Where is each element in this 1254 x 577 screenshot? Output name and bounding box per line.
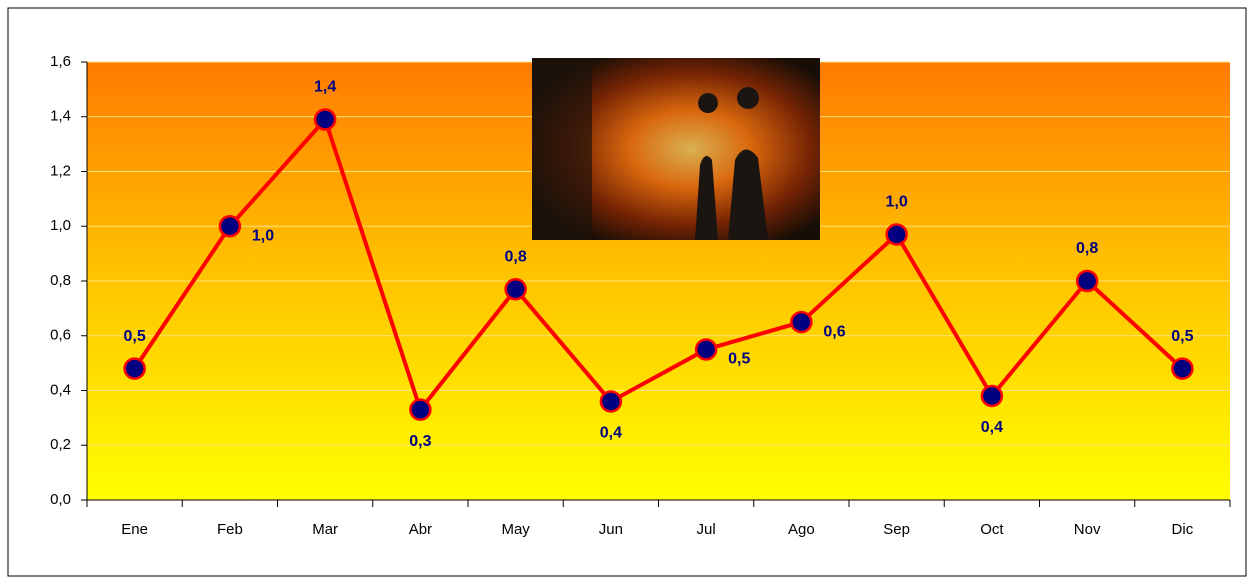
- value-label: 0,3: [409, 433, 431, 450]
- value-label: 1,4: [314, 79, 336, 96]
- y-tick-label: 0,4: [50, 381, 71, 398]
- y-tick-label: 0,0: [50, 491, 71, 508]
- x-tick-label: Dic: [1172, 521, 1194, 538]
- x-tick-label: Ene: [121, 521, 148, 538]
- y-tick-label: 0,8: [50, 272, 71, 289]
- firefighter-photo: [532, 58, 820, 240]
- x-tick-label: Nov: [1074, 521, 1101, 538]
- y-tick-label: 1,2: [50, 162, 71, 179]
- y-tick-label: 0,6: [50, 327, 71, 344]
- marker: [1077, 271, 1097, 291]
- x-tick-label: Sep: [883, 521, 910, 538]
- y-tick-label: 1,6: [50, 53, 71, 70]
- x-tick-label: Jun: [599, 521, 623, 538]
- value-label: 0,8: [1076, 240, 1098, 257]
- value-label: 0,4: [600, 425, 622, 442]
- marker: [125, 359, 145, 379]
- value-label: 1,0: [886, 194, 908, 211]
- chart: 0,0 0,2 0,4 0,6 0,8 1,0 1,2 1,4 1,6 Ene Feb Mar Abr M…: [0, 0, 1254, 577]
- marker: [1172, 359, 1192, 379]
- marker: [601, 391, 621, 411]
- x-tick-label: Abr: [409, 521, 432, 538]
- x-tick-label: Mar: [312, 521, 338, 538]
- marker: [887, 224, 907, 244]
- value-label: 0,5: [124, 328, 146, 345]
- marker: [696, 339, 716, 359]
- value-label: 0,5: [1171, 328, 1193, 345]
- y-tick-label: 0,2: [50, 436, 71, 453]
- value-label: 0,6: [823, 323, 845, 340]
- x-tick-label: Ago: [788, 521, 815, 538]
- x-tick-label: Oct: [980, 521, 1004, 538]
- x-tick-label: Feb: [217, 521, 243, 538]
- marker: [506, 279, 526, 299]
- marker: [791, 312, 811, 332]
- value-label: 1,0: [252, 227, 274, 244]
- x-tick-label: Jul: [697, 521, 716, 538]
- value-label: 0,5: [728, 351, 750, 368]
- y-tick-label: 1,0: [50, 217, 71, 234]
- value-label: 0,4: [981, 419, 1003, 436]
- marker: [982, 386, 1002, 406]
- x-tick-label: May: [501, 521, 530, 538]
- y-tick-label: 1,4: [50, 108, 71, 125]
- marker: [315, 109, 335, 129]
- marker: [220, 216, 240, 236]
- value-label: 0,8: [505, 248, 527, 265]
- marker: [410, 400, 430, 420]
